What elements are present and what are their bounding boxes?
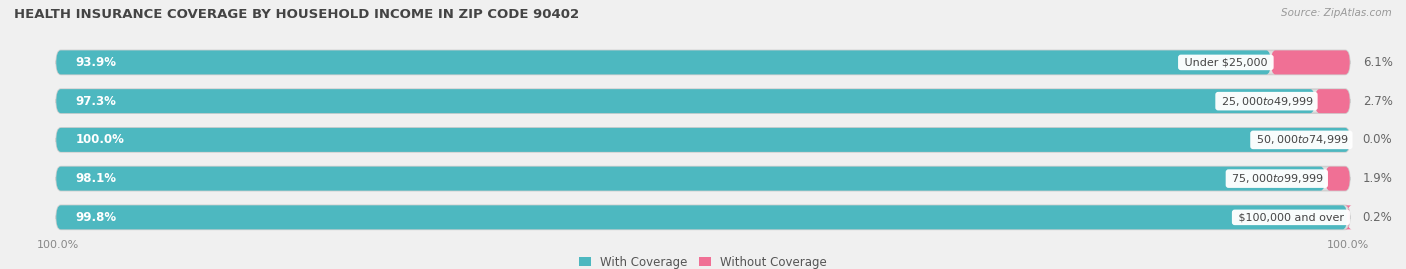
FancyBboxPatch shape (56, 89, 1315, 113)
Text: 1.9%: 1.9% (1362, 172, 1392, 185)
Text: 100.0%: 100.0% (37, 240, 79, 250)
FancyBboxPatch shape (56, 167, 1326, 191)
Text: $50,000 to $74,999: $50,000 to $74,999 (1253, 133, 1350, 146)
Legend: With Coverage, Without Coverage: With Coverage, Without Coverage (574, 251, 832, 269)
Text: 6.1%: 6.1% (1362, 56, 1392, 69)
Text: 0.2%: 0.2% (1362, 211, 1392, 224)
Text: $100,000 and over: $100,000 and over (1234, 212, 1347, 222)
Text: 99.8%: 99.8% (76, 211, 117, 224)
FancyBboxPatch shape (56, 167, 1350, 191)
FancyBboxPatch shape (56, 128, 1350, 152)
Text: $25,000 to $49,999: $25,000 to $49,999 (1218, 95, 1315, 108)
Text: 93.9%: 93.9% (76, 56, 117, 69)
Text: Source: ZipAtlas.com: Source: ZipAtlas.com (1281, 8, 1392, 18)
FancyBboxPatch shape (56, 205, 1347, 229)
Text: 100.0%: 100.0% (76, 133, 125, 146)
Text: 0.0%: 0.0% (1362, 133, 1392, 146)
Text: 2.7%: 2.7% (1362, 95, 1392, 108)
FancyBboxPatch shape (1315, 89, 1350, 113)
Text: 100.0%: 100.0% (1327, 240, 1369, 250)
Text: HEALTH INSURANCE COVERAGE BY HOUSEHOLD INCOME IN ZIP CODE 90402: HEALTH INSURANCE COVERAGE BY HOUSEHOLD I… (14, 8, 579, 21)
Text: $75,000 to $99,999: $75,000 to $99,999 (1229, 172, 1326, 185)
FancyBboxPatch shape (56, 205, 1350, 229)
FancyBboxPatch shape (1271, 50, 1350, 75)
Text: Under $25,000: Under $25,000 (1181, 57, 1271, 68)
Text: 98.1%: 98.1% (76, 172, 117, 185)
Text: 97.3%: 97.3% (76, 95, 117, 108)
FancyBboxPatch shape (56, 50, 1350, 75)
FancyBboxPatch shape (56, 89, 1350, 113)
FancyBboxPatch shape (1326, 167, 1350, 191)
FancyBboxPatch shape (56, 128, 1350, 152)
FancyBboxPatch shape (1346, 205, 1351, 229)
FancyBboxPatch shape (56, 50, 1271, 75)
